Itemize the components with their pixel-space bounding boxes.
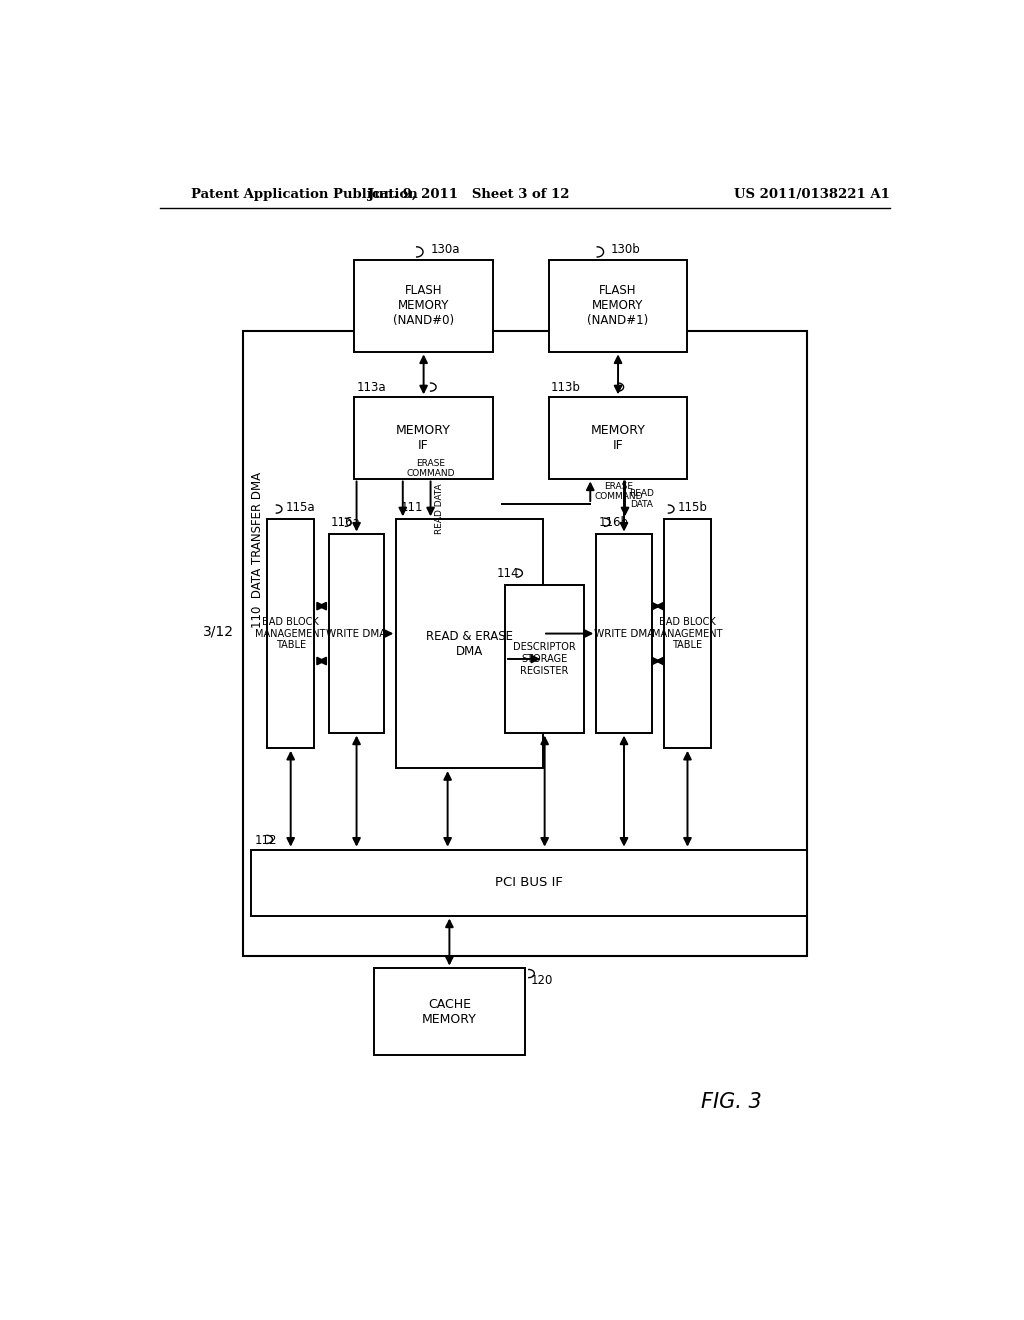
Text: FIG. 3: FIG. 3 [700, 1092, 762, 1111]
Text: 110  DATA TRANSFER DMA: 110 DATA TRANSFER DMA [251, 473, 264, 628]
Bar [505, 585, 585, 733]
Bar [396, 519, 543, 768]
Bar [664, 519, 712, 748]
Bar [243, 331, 807, 956]
Text: CACHE
MEMORY: CACHE MEMORY [422, 998, 477, 1026]
Bar [549, 260, 687, 351]
Text: ERASE
COMMAND: ERASE COMMAND [594, 482, 643, 502]
Bar [596, 535, 651, 733]
Bar [549, 397, 687, 479]
Text: MEMORY
IF: MEMORY IF [591, 424, 645, 451]
Text: BAD BLOCK
MANAGEMENT
TABLE: BAD BLOCK MANAGEMENT TABLE [255, 616, 326, 651]
Text: 113b: 113b [551, 381, 581, 395]
Text: READ DATA: READ DATA [434, 483, 443, 535]
Text: 130a: 130a [430, 243, 460, 256]
Text: 116a: 116a [331, 516, 360, 529]
Text: WRITE DMA: WRITE DMA [327, 628, 387, 639]
Text: 116b: 116b [599, 516, 629, 529]
Bar [329, 535, 384, 733]
Text: BAD BLOCK
MANAGEMENT
TABLE: BAD BLOCK MANAGEMENT TABLE [652, 616, 723, 651]
Text: ERASE
COMMAND: ERASE COMMAND [407, 459, 456, 478]
Bar [374, 969, 524, 1055]
Text: PCI BUS IF: PCI BUS IF [495, 876, 563, 890]
Text: 115b: 115b [678, 502, 708, 515]
Bar [267, 519, 314, 748]
Bar [251, 850, 807, 916]
Text: 113a: 113a [356, 381, 386, 395]
Text: 115a: 115a [286, 502, 315, 515]
Bar [354, 397, 494, 479]
Text: Jun. 9, 2011   Sheet 3 of 12: Jun. 9, 2011 Sheet 3 of 12 [369, 189, 570, 202]
Text: FLASH
MEMORY
(NAND#0): FLASH MEMORY (NAND#0) [393, 284, 455, 327]
Text: MEMORY
IF: MEMORY IF [396, 424, 451, 451]
Bar [354, 260, 494, 351]
Text: DESCRIPTOR
STORAGE
REGISTER: DESCRIPTOR STORAGE REGISTER [513, 643, 577, 676]
Text: 112: 112 [255, 833, 278, 846]
Text: FLASH
MEMORY
(NAND#1): FLASH MEMORY (NAND#1) [588, 284, 648, 327]
Text: WRITE DMA: WRITE DMA [594, 628, 654, 639]
Text: READ
DATA: READ DATA [629, 490, 654, 508]
Text: 120: 120 [531, 974, 554, 986]
Text: 111: 111 [400, 502, 423, 515]
Text: READ & ERASE
DMA: READ & ERASE DMA [426, 630, 513, 657]
Text: 3/12: 3/12 [204, 624, 234, 638]
Text: US 2011/0138221 A1: US 2011/0138221 A1 [734, 189, 890, 202]
Text: 130b: 130b [611, 243, 641, 256]
Text: Patent Application Publication: Patent Application Publication [191, 189, 418, 202]
Text: 114: 114 [497, 568, 519, 581]
